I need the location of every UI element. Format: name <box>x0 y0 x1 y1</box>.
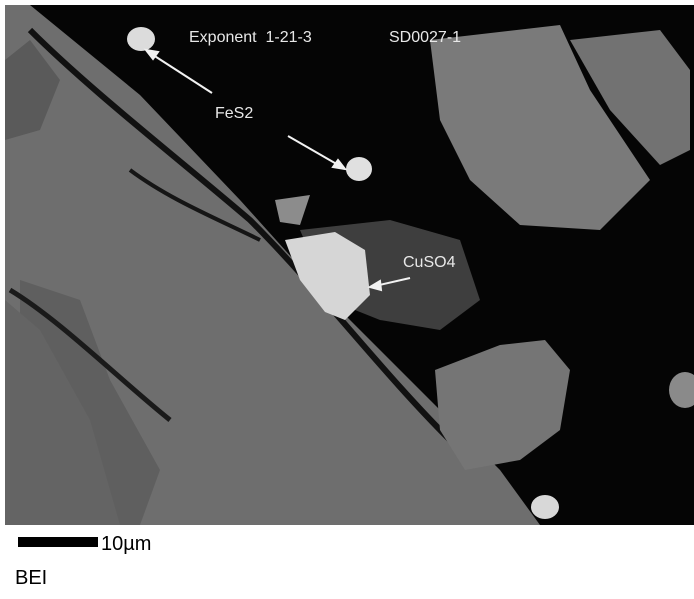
scale-bar <box>18 537 98 547</box>
page: Exponent 1-21-3 SD0027-1 FeS2 CuSO4 10µm… <box>0 0 694 594</box>
bright-particle <box>531 495 559 519</box>
micrograph: Exponent 1-21-3 SD0027-1 FeS2 CuSO4 <box>5 5 694 525</box>
bright-particle <box>346 157 372 181</box>
sample-id: SD0027-1 <box>389 29 461 46</box>
annotation-label: FeS2 <box>215 105 253 122</box>
imaging-mode: BEI <box>15 567 47 589</box>
bright-particle <box>127 27 155 51</box>
micrograph-view: Exponent 1-21-3 SD0027-1 FeS2 CuSO4 10µm… <box>0 0 694 594</box>
scale-bar-label: 10µm <box>101 533 151 555</box>
sample-label: Exponent 1-21-3 <box>189 29 312 46</box>
annotation-label: CuSO4 <box>403 254 456 271</box>
